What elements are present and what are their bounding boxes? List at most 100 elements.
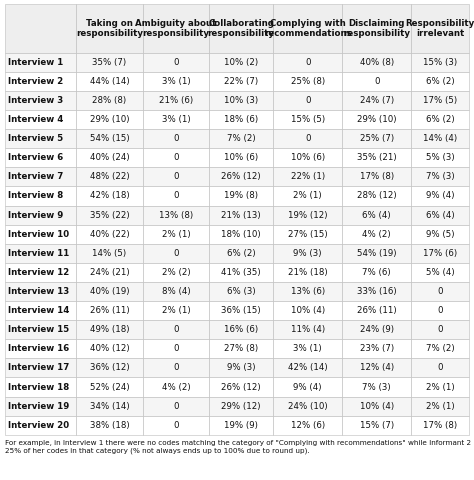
- Text: Interview 9: Interview 9: [8, 211, 63, 219]
- Text: 10% (4): 10% (4): [291, 306, 325, 315]
- Bar: [273, 4, 342, 53]
- Bar: [76, 282, 143, 301]
- Bar: [143, 148, 209, 168]
- Text: 22% (7): 22% (7): [224, 77, 258, 86]
- Text: 23% (7): 23% (7): [360, 344, 394, 353]
- Bar: [5, 301, 76, 320]
- Text: 10% (6): 10% (6): [224, 153, 258, 162]
- Bar: [143, 282, 209, 301]
- Bar: [76, 225, 143, 244]
- Bar: [143, 129, 209, 148]
- Bar: [411, 339, 469, 359]
- Bar: [143, 263, 209, 282]
- Bar: [411, 377, 469, 396]
- Text: 2% (1): 2% (1): [426, 383, 455, 392]
- Bar: [5, 168, 76, 186]
- Text: 9% (4): 9% (4): [293, 383, 322, 392]
- Bar: [273, 148, 342, 168]
- Bar: [209, 4, 273, 53]
- Text: Interview 5: Interview 5: [8, 134, 63, 143]
- Bar: [209, 91, 273, 110]
- Bar: [5, 4, 76, 53]
- Text: 54% (15): 54% (15): [90, 134, 129, 143]
- Bar: [76, 129, 143, 148]
- Text: 0: 0: [173, 134, 179, 143]
- Bar: [143, 320, 209, 339]
- Bar: [411, 396, 469, 416]
- Bar: [411, 263, 469, 282]
- Bar: [342, 72, 411, 91]
- Bar: [342, 263, 411, 282]
- Bar: [76, 244, 143, 263]
- Text: Ambiguity about
responsibility: Ambiguity about responsibility: [135, 19, 217, 38]
- Text: 3% (1): 3% (1): [293, 344, 322, 353]
- Bar: [209, 148, 273, 168]
- Bar: [342, 416, 411, 435]
- Bar: [273, 129, 342, 148]
- Bar: [5, 205, 76, 225]
- Text: Interview 15: Interview 15: [8, 325, 69, 334]
- Text: 24% (10): 24% (10): [288, 402, 328, 411]
- Text: 29% (12): 29% (12): [221, 402, 261, 411]
- Text: 24% (9): 24% (9): [360, 325, 393, 334]
- Bar: [342, 244, 411, 263]
- Text: 40% (19): 40% (19): [90, 287, 129, 296]
- Text: 33% (16): 33% (16): [357, 287, 396, 296]
- Text: Interview 6: Interview 6: [8, 153, 63, 162]
- Text: Interview 16: Interview 16: [8, 344, 69, 353]
- Bar: [5, 186, 76, 205]
- Bar: [273, 205, 342, 225]
- Bar: [342, 225, 411, 244]
- Text: 18% (6): 18% (6): [224, 115, 258, 124]
- Bar: [143, 186, 209, 205]
- Bar: [76, 72, 143, 91]
- Text: 34% (14): 34% (14): [90, 402, 129, 411]
- Bar: [209, 72, 273, 91]
- Text: 6% (3): 6% (3): [227, 287, 255, 296]
- Text: 21% (18): 21% (18): [288, 268, 328, 277]
- Text: 40% (22): 40% (22): [90, 230, 129, 239]
- Bar: [273, 186, 342, 205]
- Text: 48% (22): 48% (22): [90, 172, 129, 181]
- Bar: [209, 282, 273, 301]
- Bar: [143, 301, 209, 320]
- Text: 15% (3): 15% (3): [423, 58, 457, 67]
- Text: Interview 12: Interview 12: [8, 268, 69, 277]
- Bar: [76, 377, 143, 396]
- Text: For example, in Interview 1 there were no codes matching the category of "Comply: For example, in Interview 1 there were n…: [5, 439, 474, 454]
- Text: 0: 0: [305, 134, 310, 143]
- Text: Collaborating
responsibility: Collaborating responsibility: [208, 19, 275, 38]
- Bar: [411, 168, 469, 186]
- Bar: [342, 377, 411, 396]
- Text: Interview 11: Interview 11: [8, 249, 69, 258]
- Text: 2% (1): 2% (1): [162, 230, 190, 239]
- Bar: [143, 244, 209, 263]
- Text: 42% (18): 42% (18): [90, 192, 129, 201]
- Bar: [342, 186, 411, 205]
- Text: 4% (2): 4% (2): [362, 230, 391, 239]
- Text: 26% (12): 26% (12): [221, 383, 261, 392]
- Bar: [273, 110, 342, 129]
- Bar: [209, 263, 273, 282]
- Bar: [411, 320, 469, 339]
- Text: 9% (3): 9% (3): [227, 363, 255, 372]
- Text: 28% (12): 28% (12): [357, 192, 396, 201]
- Text: 0: 0: [305, 58, 310, 67]
- Bar: [411, 53, 469, 72]
- Bar: [76, 359, 143, 377]
- Text: 13% (6): 13% (6): [291, 287, 325, 296]
- Text: 19% (12): 19% (12): [288, 211, 328, 219]
- Text: 40% (8): 40% (8): [360, 58, 394, 67]
- Text: 41% (35): 41% (35): [221, 268, 261, 277]
- Text: 26% (12): 26% (12): [221, 172, 261, 181]
- Text: 17% (6): 17% (6): [423, 249, 457, 258]
- Text: 0: 0: [173, 344, 179, 353]
- Bar: [143, 359, 209, 377]
- Bar: [411, 244, 469, 263]
- Text: 7% (3): 7% (3): [362, 383, 391, 392]
- Bar: [143, 4, 209, 53]
- Text: 18% (10): 18% (10): [221, 230, 261, 239]
- Text: 2% (2): 2% (2): [162, 268, 190, 277]
- Bar: [411, 4, 469, 53]
- Text: 0: 0: [438, 325, 443, 334]
